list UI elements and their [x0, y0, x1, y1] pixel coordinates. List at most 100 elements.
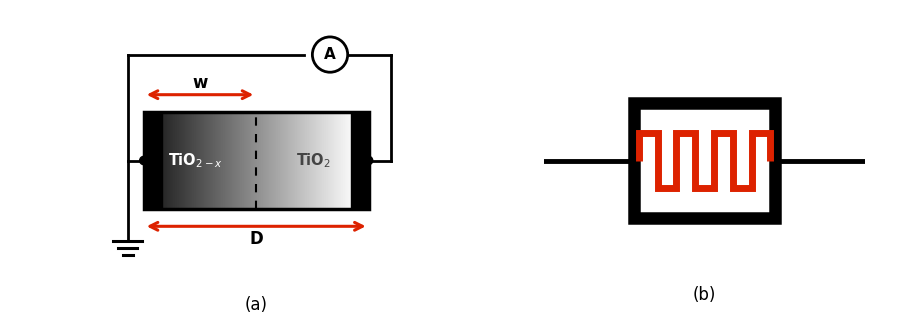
Bar [287, 112, 289, 209]
Bar [310, 112, 312, 209]
Bar [231, 112, 232, 209]
Bar [219, 112, 221, 209]
Bar [210, 112, 211, 209]
Bar [269, 112, 270, 209]
Bar [263, 112, 264, 209]
Bar [328, 112, 329, 209]
Bar [179, 112, 180, 209]
Bar [177, 112, 178, 209]
Bar [267, 112, 268, 209]
Bar [311, 112, 312, 209]
Bar [262, 112, 264, 209]
Bar [325, 112, 326, 209]
Bar [294, 112, 295, 209]
Bar [330, 112, 331, 209]
Bar [225, 112, 226, 209]
Bar [345, 112, 347, 209]
Bar [188, 112, 190, 209]
Bar [220, 112, 221, 209]
Bar [199, 112, 200, 209]
Bar [255, 112, 257, 209]
Bar [224, 112, 225, 209]
Bar [189, 112, 190, 209]
Bar [300, 112, 302, 209]
Bar [302, 112, 304, 209]
Bar [173, 112, 174, 209]
Bar [233, 112, 235, 209]
Bar [280, 112, 281, 209]
Bar [241, 112, 242, 209]
Bar [249, 112, 251, 209]
Circle shape [140, 156, 148, 165]
Bar [344, 112, 345, 209]
Bar [348, 112, 349, 209]
Bar [291, 112, 292, 209]
Bar [229, 112, 230, 209]
Bar [205, 112, 207, 209]
Bar [299, 112, 300, 209]
Bar [174, 112, 176, 209]
Bar [162, 112, 163, 209]
Bar [253, 112, 255, 209]
Bar [306, 112, 307, 209]
Bar [264, 112, 265, 209]
Bar [187, 112, 188, 209]
Bar [234, 112, 235, 209]
Text: TiO$_2$: TiO$_2$ [296, 151, 331, 170]
Bar [213, 112, 214, 209]
Bar [292, 112, 294, 209]
Bar [247, 112, 248, 209]
Bar [345, 112, 346, 209]
Bar [245, 112, 246, 209]
Bar [274, 112, 275, 209]
Bar [196, 112, 198, 209]
Bar [169, 112, 171, 209]
Bar [175, 112, 176, 209]
Bar [304, 112, 306, 209]
Bar [257, 112, 258, 209]
Bar [317, 112, 318, 209]
Bar [254, 112, 255, 209]
Bar [341, 112, 343, 209]
Bar [322, 112, 324, 209]
Bar [218, 112, 219, 209]
Bar [174, 112, 175, 209]
Bar [322, 112, 323, 209]
Bar [290, 112, 291, 209]
Bar [245, 112, 247, 209]
Text: A: A [324, 47, 336, 62]
Circle shape [312, 37, 348, 72]
Bar [238, 112, 239, 209]
Bar [169, 112, 170, 209]
Bar [272, 112, 274, 209]
Bar [314, 112, 315, 209]
Bar [221, 112, 222, 209]
Bar [283, 112, 284, 209]
Bar [191, 112, 192, 209]
Bar [268, 112, 270, 209]
Bar [212, 112, 214, 209]
Bar [186, 112, 187, 209]
Bar [272, 112, 273, 209]
Bar [184, 112, 185, 209]
Text: (a): (a) [244, 296, 268, 314]
Bar [279, 112, 280, 209]
Bar [321, 112, 322, 209]
Bar [197, 112, 199, 209]
Bar [194, 112, 195, 209]
Bar [350, 112, 351, 209]
Circle shape [364, 156, 372, 165]
Bar [222, 112, 224, 209]
Bar [221, 112, 222, 209]
Bar [340, 112, 342, 209]
Bar [162, 112, 164, 209]
Bar [229, 112, 231, 209]
Bar [206, 112, 207, 209]
Bar [242, 112, 243, 209]
Bar [308, 112, 310, 209]
Bar [176, 112, 178, 209]
Bar [207, 112, 209, 209]
Bar [249, 112, 250, 209]
Text: D: D [249, 230, 264, 248]
Bar [318, 112, 320, 209]
